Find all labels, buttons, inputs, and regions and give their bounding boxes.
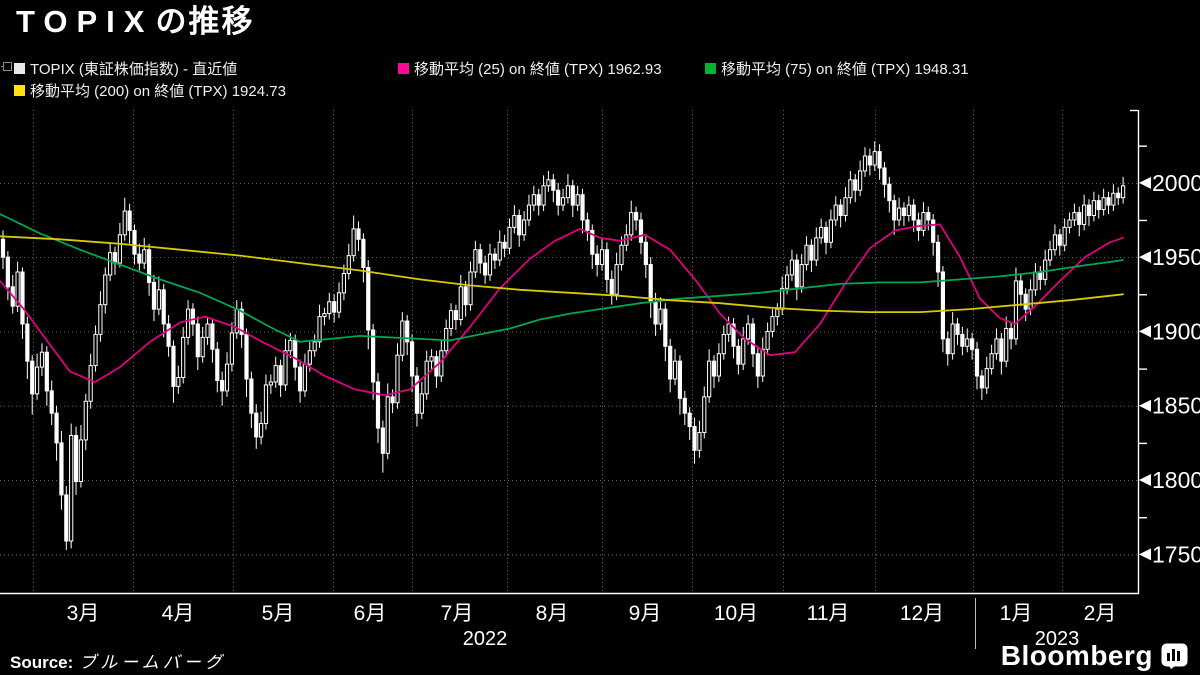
x-tick-label: 9月 xyxy=(629,602,662,625)
candles-layer xyxy=(0,141,1126,550)
title-latin: TOPIX xyxy=(16,4,154,39)
ma-line-1 xyxy=(0,213,1124,343)
x-tick-label: 11月 xyxy=(807,602,850,625)
month-labels: 3月 4月 5月 6月 7月 8月 9月 10月 11月 12月 1月 2月 xyxy=(67,602,1117,625)
legend-label: 移動平均 (25) on 終値 (TPX) 1962.93 xyxy=(414,60,662,78)
y-tick-label: 1850 xyxy=(1152,393,1200,419)
legend-item-ma75: 移動平均 (75) on 終値 (TPX) 1948.31 xyxy=(705,59,969,78)
x-tick-label: 10月 xyxy=(714,602,758,625)
year-labels: 2022 2023 xyxy=(463,598,1080,650)
x-tick-label: 1月 xyxy=(1000,602,1033,625)
legend-swatch-magenta xyxy=(398,62,409,74)
y-tick-label: 2000 xyxy=(1152,170,1200,196)
x-tick-label: 3月 xyxy=(67,602,100,625)
bloomberg-logo-icon xyxy=(1161,643,1188,669)
y-tick-label: 1950 xyxy=(1152,244,1200,270)
y-tick-label: 1900 xyxy=(1152,318,1200,344)
y-tick-label: 1750 xyxy=(1152,541,1200,567)
source-label: Source: xyxy=(10,653,74,672)
title-cjk: の推移 xyxy=(155,4,255,39)
x-tick-label: 8月 xyxy=(536,602,569,625)
year-label: 2022 xyxy=(463,628,508,650)
x-tick-label: 7月 xyxy=(441,602,474,625)
legend-label: 移動平均 (200) on 終値 (TPX) 1924.73 xyxy=(30,82,286,100)
legend-label: TOPIX (東証株価指数) - 直近値 xyxy=(30,60,238,78)
year-label: 2023 xyxy=(1035,628,1080,650)
legend-swatch-green xyxy=(705,62,716,74)
legend-item-ma25: 移動平均 (25) on 終値 (TPX) 1962.93 xyxy=(398,59,662,78)
gridlines-layer xyxy=(0,110,1138,593)
y-tick-label: 1800 xyxy=(1152,467,1200,493)
legend-label: 移動平均 (75) on 終値 (TPX) 1948.31 xyxy=(721,60,969,78)
legend-swatch-white xyxy=(14,62,25,74)
legend-item-ma200: 移動平均 (200) on 終値 (TPX) 1924.73 xyxy=(14,81,286,100)
legend-expander-icon xyxy=(1,62,12,71)
page-title: TOPIXの推移 xyxy=(16,4,254,40)
source-line: Source: ブルームバーグ xyxy=(10,648,226,673)
x-tick-label: 12月 xyxy=(900,602,944,625)
y-axis-labels: 2000 1950 1900 1850 1800 1750 xyxy=(1139,170,1200,567)
bloomberg-branding: Bloomberg xyxy=(1001,640,1188,672)
legend-item-topix: TOPIX (東証株価指数) - 直近値 xyxy=(14,59,238,78)
x-tick-label: 4月 xyxy=(162,602,195,625)
source-value: ブルームバーグ xyxy=(79,653,226,672)
legend-swatch-yellow xyxy=(14,84,25,96)
x-tick-label: 2月 xyxy=(1084,602,1117,625)
bloomberg-wordmark: Bloomberg xyxy=(1000,640,1153,671)
x-tick-label: 5月 xyxy=(262,602,295,625)
ma-line-2 xyxy=(0,235,1124,314)
axes-layer xyxy=(0,109,1147,595)
x-tick-label: 6月 xyxy=(354,602,387,625)
